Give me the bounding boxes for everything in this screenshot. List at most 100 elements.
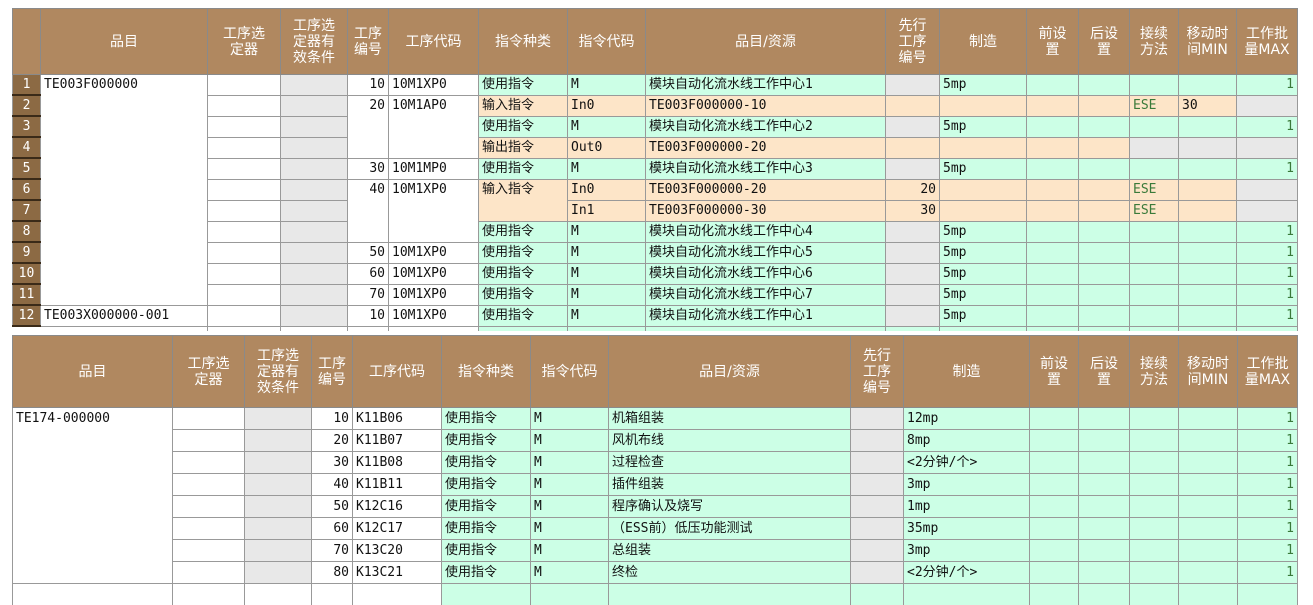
resource-cell[interactable]: 终检 [609,562,851,584]
batch-cell[interactable] [1237,200,1298,221]
connect-cell[interactable]: ESE [1130,95,1179,116]
pre-setup-cell[interactable] [1030,540,1079,562]
pre-setup-cell[interactable] [1030,474,1079,496]
selector-cell[interactable] [173,518,245,540]
connect-cell[interactable] [1130,137,1179,158]
instr-type-cell[interactable]: 使用指令 [479,158,568,179]
make-cell[interactable]: 5mp [940,263,1027,284]
pre-setup-cell[interactable] [1030,496,1079,518]
resource-cell[interactable]: TE003F000000-20 [646,179,886,200]
condition-cell[interactable] [281,75,348,96]
resource-cell[interactable]: 模块自动化流水线工作中心2 [646,116,886,137]
selector-cell[interactable] [173,496,245,518]
column-header[interactable]: 品目/资源 [646,9,886,75]
selector-cell[interactable] [173,540,245,562]
condition-cell[interactable] [245,408,312,430]
column-header[interactable]: 制造 [940,9,1027,75]
move-time-cell[interactable] [1179,242,1237,263]
instr-code-cell[interactable]: M [531,408,609,430]
batch-cell[interactable]: 1 [1238,540,1298,562]
connect-cell[interactable]: ESE [1130,200,1179,221]
resource-cell[interactable]: 过程检查 [609,452,851,474]
op-code-cell[interactable]: 10M1MP0 [389,158,479,179]
seq-cell[interactable]: 40 [348,179,389,242]
column-header[interactable]: 工序编号 [312,336,353,408]
make-cell[interactable]: 5mp [940,75,1027,96]
selector-cell[interactable] [208,158,281,179]
post-setup-cell[interactable] [1079,474,1130,496]
connect-cell[interactable] [1130,284,1179,305]
post-setup-cell[interactable] [1079,430,1130,452]
resource-cell[interactable]: TE003F000000-30 [646,200,886,221]
move-time-cell[interactable] [1179,452,1238,474]
post-setup-cell[interactable] [1079,242,1130,263]
seq-cell[interactable]: 10 [348,75,389,96]
prev-op-cell[interactable] [886,305,940,326]
selector-cell[interactable] [208,221,281,242]
instr-type-cell[interactable]: 使用指令 [442,496,531,518]
move-time-cell[interactable] [1179,408,1238,430]
condition-cell[interactable] [281,284,348,305]
item-cell[interactable]: TE003F000000 [41,75,208,306]
op-code-cell[interactable]: 10M1XP0 [389,242,479,263]
instr-type-cell[interactable]: 使用指令 [442,430,531,452]
batch-cell[interactable]: 1 [1238,562,1298,584]
op-code-cell[interactable]: 10M1XP0 [389,284,479,305]
pre-setup-cell[interactable] [1027,263,1079,284]
instr-code-cell[interactable]: M [568,116,646,137]
connect-cell[interactable] [1130,75,1179,96]
post-setup-cell[interactable] [1079,452,1130,474]
batch-cell[interactable] [1237,179,1298,200]
prev-op-cell[interactable] [886,158,940,179]
make-cell[interactable]: 12mp [904,408,1030,430]
row-number[interactable]: 3 [13,116,41,137]
resource-cell[interactable]: 模块自动化流水线工作中心1 [646,305,886,326]
seq-cell[interactable]: 20 [348,95,389,158]
instr-code-cell[interactable]: Out0 [568,137,646,158]
instr-type-cell[interactable]: 使用指令 [479,305,568,326]
prev-op-cell[interactable] [851,562,904,584]
instr-type-cell[interactable]: 输出指令 [479,137,568,158]
make-cell[interactable]: 5mp [940,158,1027,179]
column-header[interactable]: 移动时间MIN [1179,336,1238,408]
prev-op-cell[interactable]: 30 [886,200,940,221]
instr-type-cell[interactable]: 使用指令 [442,518,531,540]
seq-cell[interactable]: 20 [312,430,353,452]
condition-cell[interactable] [245,540,312,562]
column-header[interactable]: 工作批量MAX [1237,9,1298,75]
column-header[interactable]: 指令种类 [442,336,531,408]
column-header[interactable]: 前设置 [1030,336,1079,408]
instr-type-cell[interactable]: 输入指令 [479,179,568,221]
connect-cell[interactable] [1130,474,1179,496]
prev-op-cell[interactable]: 20 [886,179,940,200]
prev-op-cell[interactable] [886,263,940,284]
op-code-cell[interactable]: K11B08 [353,452,442,474]
instr-code-cell[interactable]: M [531,518,609,540]
instr-type-cell[interactable]: 使用指令 [442,562,531,584]
resource-cell[interactable]: 风机布线 [609,430,851,452]
resource-cell[interactable]: 模块自动化流水线工作中心7 [646,284,886,305]
item-cell[interactable]: TE174-000000 [13,408,173,584]
op-code-cell[interactable]: 10M1XP0 [389,305,479,326]
connect-cell[interactable] [1130,221,1179,242]
prev-op-cell[interactable] [851,408,904,430]
move-time-cell[interactable] [1179,221,1237,242]
post-setup-cell[interactable] [1079,116,1130,137]
instr-type-cell[interactable]: 使用指令 [442,408,531,430]
post-setup-cell[interactable] [1079,305,1130,326]
move-time-cell[interactable] [1179,263,1237,284]
op-code-cell[interactable]: 10M1XP0 [389,263,479,284]
batch-cell[interactable]: 1 [1238,408,1298,430]
selector-cell[interactable] [208,95,281,116]
row-number[interactable]: 6 [13,179,41,200]
column-header[interactable]: 接续方法 [1130,336,1179,408]
move-time-cell[interactable] [1179,496,1238,518]
condition-cell[interactable] [245,430,312,452]
connect-cell[interactable] [1130,305,1179,326]
selector-cell[interactable] [208,284,281,305]
post-setup-cell[interactable] [1079,200,1130,221]
column-header[interactable]: 前设置 [1027,9,1079,75]
selector-cell[interactable] [208,242,281,263]
selector-cell[interactable] [173,452,245,474]
selector-cell[interactable] [208,116,281,137]
